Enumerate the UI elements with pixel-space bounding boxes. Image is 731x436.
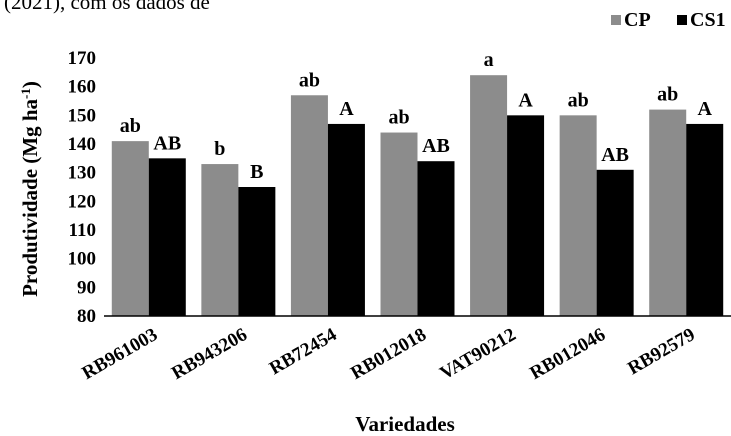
data-label: ab [568, 89, 589, 111]
bar-cs1-rb961003 [148, 158, 186, 316]
y-tick-label: 80 [77, 306, 96, 327]
y-tick-label: 130 [68, 163, 97, 184]
x-axis-ticks: RB961003 RB943206 RB72454 RB012018 VAT90212 R… [79, 324, 699, 384]
top-text-fragment: (2021), com os dados de [4, 0, 210, 14]
data-label: A [339, 98, 354, 120]
data-label: ab [657, 84, 678, 106]
data-label: ab [120, 115, 141, 137]
y-tick-label: 90 [77, 277, 96, 298]
bar-cp-rb92579 [649, 109, 687, 316]
bar-cs1-rb943206 [238, 187, 276, 316]
x-tick-label: RB961003 [79, 324, 162, 384]
legend-label-cs1: CS1 [690, 9, 726, 31]
bar-cs1-rb92579 [686, 123, 724, 316]
y-tick-label: 170 [68, 48, 97, 69]
data-labels: ab AB b Bab A ab AB a A ab AB ab A [120, 49, 713, 183]
data-label: AB [422, 135, 450, 157]
legend-swatch-cp [611, 15, 621, 25]
data-label: ab [388, 107, 409, 129]
data-label: b [214, 138, 225, 160]
legend-label-cp: CP [624, 9, 651, 31]
data-label: a [484, 49, 494, 71]
x-tick-label: RB943206 [168, 324, 251, 384]
y-tick-label: 150 [68, 105, 97, 126]
data-label: A [518, 89, 533, 111]
bar-cp-rb943206 [201, 164, 239, 316]
data-label: ab [299, 69, 320, 91]
x-tick-label: RB72454 [266, 324, 341, 379]
y-tick-label: 140 [68, 134, 97, 155]
y-tick-label: 120 [68, 191, 97, 212]
y-axis-label: Produtividade (Mg ha-1) [18, 81, 43, 297]
bar-cp-vat90212 [470, 75, 508, 316]
bar-cs1-rb012046 [596, 169, 634, 316]
data-label: AB [601, 144, 629, 166]
y-tick-label: 160 [68, 77, 97, 98]
bar-cs1-rb72454 [327, 123, 365, 316]
y-tick-label: 110 [69, 220, 96, 241]
bar-cs1-vat90212 [507, 115, 545, 316]
data-label: B [250, 161, 263, 183]
data-label: A [697, 98, 712, 120]
y-tick-label: 100 [68, 249, 97, 270]
legend-swatch-cs1 [677, 15, 687, 25]
bar-cp-rb012018 [380, 132, 418, 316]
x-axis-label: Variedades [355, 412, 455, 436]
bar-cs1-rb012018 [417, 161, 455, 316]
x-tick-label: RB012018 [347, 324, 430, 384]
chart-legend: CP CS1 [611, 9, 726, 31]
bars [111, 75, 724, 317]
x-tick-label: RB92579 [624, 324, 699, 379]
bar-cp-rb012046 [559, 115, 597, 316]
bar-cp-rb72454 [290, 95, 328, 317]
y-axis-ticks: 80 90 100 110 120 130 140 150 160 170 [68, 48, 97, 327]
x-tick-label: VAT90212 [437, 324, 520, 384]
data-label: AB [153, 132, 181, 154]
x-tick-label: RB012046 [526, 324, 609, 384]
bar-cp-rb961003 [111, 141, 149, 316]
